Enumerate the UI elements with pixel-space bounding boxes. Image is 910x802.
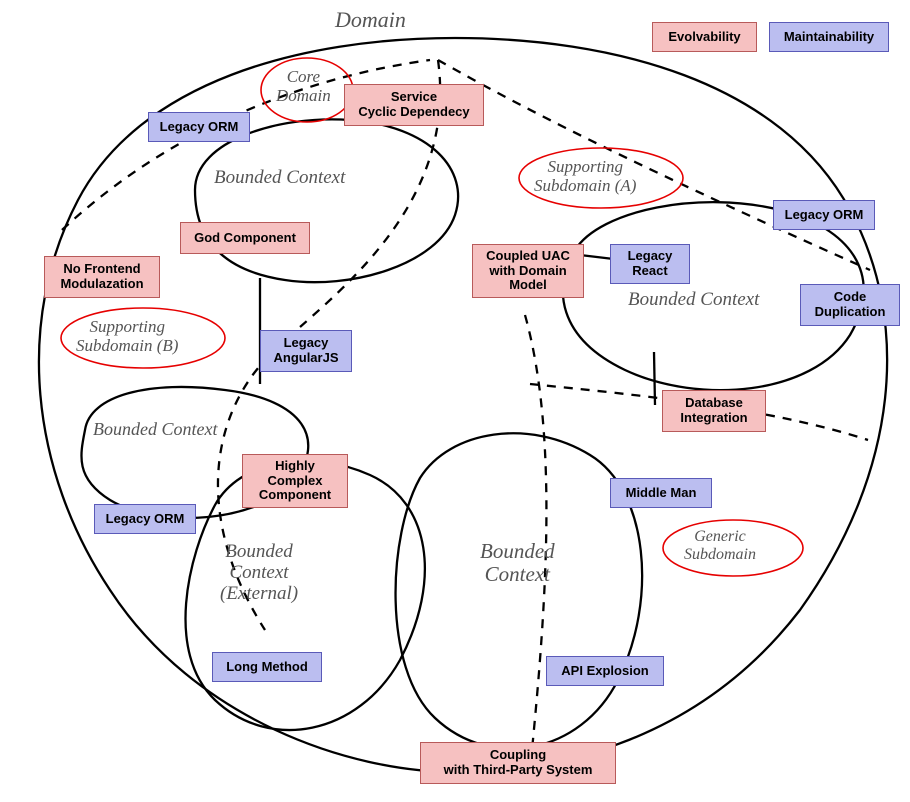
generic-label: Generic Subdomain [684,528,756,563]
legacy-orm-3: Legacy ORM [94,504,196,534]
bc-generic-label: Bounded Context [480,540,555,586]
legacy-react: Legacy React [610,244,690,284]
diagram-title: Domain [335,8,406,32]
legend-maintainability: Maintainability [769,22,889,52]
legacy-orm-1: Legacy ORM [148,112,250,142]
diagram-stage: { "canvas": { "width": 910, "height": 80… [0,0,910,802]
supporting-a-label: Supporting Subdomain (A) [534,158,636,195]
bc-generic [396,433,643,748]
no-frontend-modularization: No Frontend Modulazation [44,256,160,298]
bc-a-label: Bounded Context [628,290,759,311]
api-explosion: API Explosion [546,656,664,686]
code-duplication: Code Duplication [800,284,900,326]
service-cyclic-dependency: Service Cyclic Dependecy [344,84,484,126]
long-method: Long Method [212,652,322,682]
god-component: God Component [180,222,310,254]
database-integration: Database Integration [662,390,766,432]
coupling-third-party: Coupling with Third-Party System [420,742,616,784]
highly-complex-component: Highly Complex Component [242,454,348,508]
bc-external-label: Bounded Context (External) [220,542,298,605]
middle-man: Middle Man [610,478,712,508]
legend-evolvability: Evolvability [652,22,757,52]
bc-b-label: Bounded Context [93,420,217,440]
coupled-uac: Coupled UAC with Domain Model [472,244,584,298]
core-domain-label: Core Domain [276,68,331,105]
bc-core [195,119,458,282]
bc-core-label: Bounded Context [214,168,345,189]
legacy-orm-2: Legacy ORM [773,200,875,230]
legacy-angularjs: Legacy AngularJS [260,330,352,372]
supporting-b-label: Supporting Subdomain (B) [76,318,178,355]
